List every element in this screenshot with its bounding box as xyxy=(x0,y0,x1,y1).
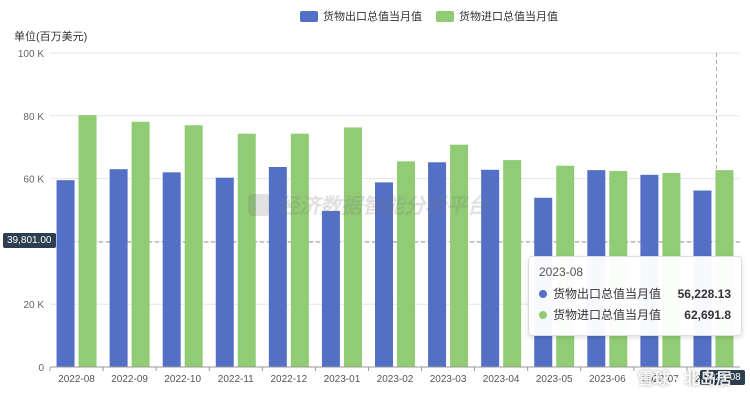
legend-label-import: 货物进口总值当月值 xyxy=(459,11,558,23)
bar-import[interactable] xyxy=(290,133,309,367)
tooltip-name-export: 货物出口总值当月值 xyxy=(553,287,662,301)
tooltip-dot-import xyxy=(539,310,547,319)
x-tick-label: 2022-10 xyxy=(164,374,201,385)
y-tick-label: 100 K xyxy=(18,49,44,60)
y-tick-label: 60 K xyxy=(23,175,44,186)
tooltip-row-export: 货物出口总值当月值 56,228.13 xyxy=(539,285,731,302)
x-tick-label: 2023-02 xyxy=(377,374,414,385)
tooltip-value-export: 56,228.13 xyxy=(677,286,731,301)
legend-swatch-import xyxy=(436,10,454,22)
unit-label: 单位(百万美元) xyxy=(14,31,88,43)
bar-import[interactable] xyxy=(450,144,469,367)
tooltip: 2023-08 货物出口总值当月值 56,228.13 货物进口总值当月值 62… xyxy=(528,256,742,336)
bar-export[interactable] xyxy=(375,182,393,367)
bar-export[interactable] xyxy=(56,180,75,367)
x-tick-label: 2023-07 xyxy=(642,374,679,385)
platform-watermark: 经济数据智能分析平台 xyxy=(248,190,488,220)
watermark-logo-icon xyxy=(248,194,270,216)
x-tick-label: 2022-09 xyxy=(111,374,148,385)
bars xyxy=(56,115,734,368)
crosshair-x-label: 2023-08 xyxy=(700,370,745,385)
tooltip-title: 2023-08 xyxy=(539,265,584,279)
bar-export[interactable] xyxy=(428,162,447,367)
x-tick-label: 2023-04 xyxy=(483,374,520,385)
x-tick-label: 2023-05 xyxy=(536,374,573,385)
legend-label-export: 货物出口总值当月值 xyxy=(323,11,422,23)
bar-import[interactable] xyxy=(503,160,522,367)
x-tick-label: 2023-03 xyxy=(430,374,467,385)
bar-export[interactable] xyxy=(215,177,234,367)
x-tick-label: 2022-08 xyxy=(58,374,95,385)
bar-export[interactable] xyxy=(321,210,340,367)
watermark-text: 经济数据智能分析平台 xyxy=(278,195,488,218)
tooltip-dot-export xyxy=(539,289,547,298)
tooltip-value-import: 62,691.8 xyxy=(684,307,731,322)
bar-import[interactable] xyxy=(78,115,97,367)
bar-import[interactable] xyxy=(131,121,150,368)
bar-export[interactable] xyxy=(162,172,181,367)
x-tick-label: 2023-01 xyxy=(324,374,361,385)
legend-item-export[interactable]: 货物出口总值当月值 xyxy=(300,8,422,24)
legend: 货物出口总值当月值 货物进口总值当月值 xyxy=(300,8,558,24)
tooltip-row-import: 货物进口总值当月值 62,691.8 xyxy=(539,306,731,323)
x-tick-label: 2023-06 xyxy=(589,374,626,385)
tooltip-name-import: 货物进口总值当月值 xyxy=(553,308,662,322)
x-tick-label: 2022-11 xyxy=(218,374,254,385)
bar-export[interactable] xyxy=(481,169,500,367)
bar-export[interactable] xyxy=(109,169,128,367)
bar-import[interactable] xyxy=(184,125,203,367)
legend-item-import[interactable]: 货物进口总值当月值 xyxy=(436,8,558,24)
bar-import[interactable] xyxy=(343,127,362,367)
y-tick-label: 80 K xyxy=(23,112,44,123)
bar-import[interactable] xyxy=(237,133,256,367)
x-tick-label: 2022-12 xyxy=(270,374,307,385)
legend-swatch-export xyxy=(300,10,318,22)
y-tick-label: 0 xyxy=(38,363,44,374)
bar-import[interactable] xyxy=(397,161,415,367)
crosshair-y-label: 39,801.00 xyxy=(3,233,56,248)
corner-watermark: 雪球 · 北岛居 xyxy=(637,371,732,388)
bar-export[interactable] xyxy=(268,166,287,367)
y-tick-label: 20 K xyxy=(23,300,44,311)
